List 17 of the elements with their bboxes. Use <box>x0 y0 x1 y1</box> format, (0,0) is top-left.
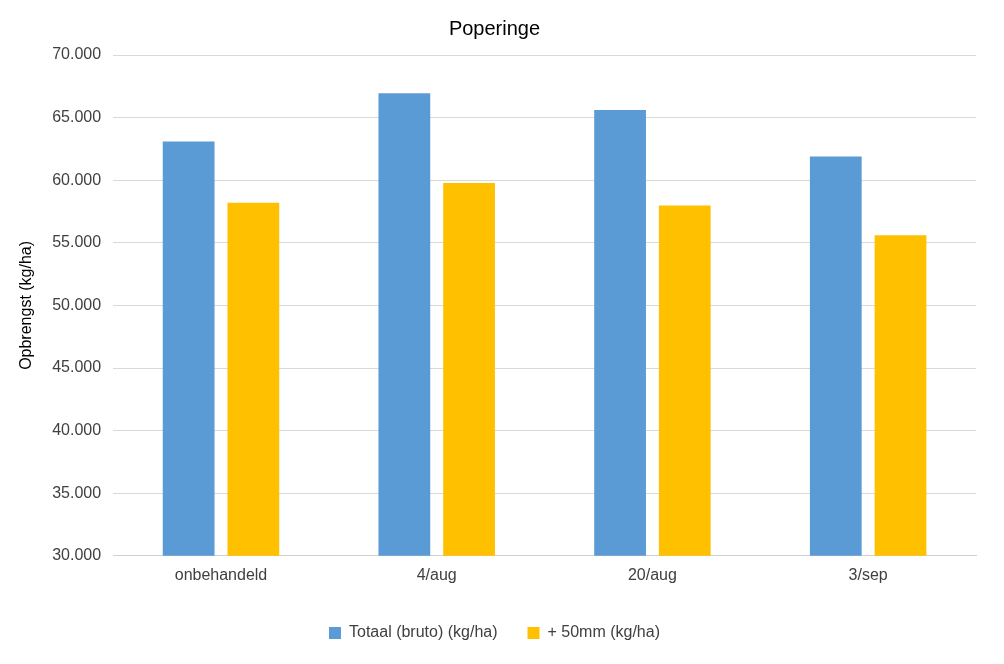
y-tick-label: 70.000 <box>52 45 102 63</box>
y-tick-label: 60.000 <box>52 170 102 188</box>
legend-label: Totaal (bruto) (kg/ha) <box>349 623 498 641</box>
x-tick-label: 20/aug <box>627 565 677 583</box>
y-tick-label: 40.000 <box>52 421 102 439</box>
y-tick-label: 65.000 <box>52 108 102 126</box>
x-tick-label: 3/sep <box>848 565 888 583</box>
y-tick-label: 55.000 <box>52 233 102 251</box>
y-tick-label: 30.000 <box>52 546 102 564</box>
y-tick-label: 50.000 <box>52 295 102 313</box>
chart-title: Poperinge <box>448 16 541 39</box>
y-tick-label: 45.000 <box>52 358 102 376</box>
y-tick-label: 35.000 <box>52 483 102 501</box>
y-axis-title: Opbrengst (kg/ha) <box>17 240 35 370</box>
x-tick-label: 4/aug <box>416 565 457 583</box>
x-tick-label: onbehandeld <box>174 565 268 583</box>
legend-label: + 50mm (kg/ha) <box>547 623 660 641</box>
